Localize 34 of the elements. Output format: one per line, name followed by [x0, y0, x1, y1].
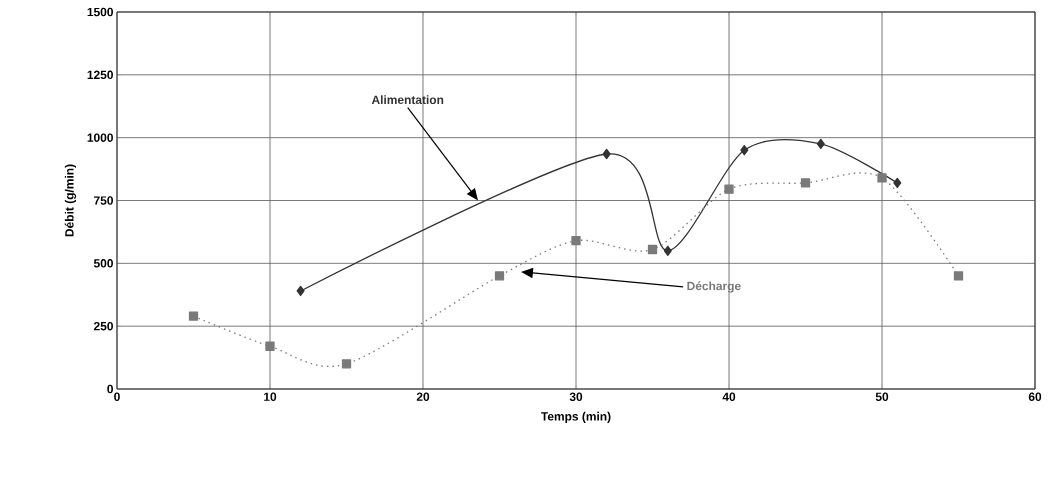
- point: [602, 148, 611, 160]
- y-tick-label: 0: [107, 384, 113, 394]
- point: [663, 245, 672, 256]
- x-tick-label: 30: [569, 392, 583, 402]
- y-tick-label: 250: [93, 321, 113, 331]
- point: [571, 236, 581, 246]
- point: [188, 311, 199, 321]
- y-tick-label: 500: [93, 259, 113, 268]
- text: Alimentation: [371, 95, 444, 105]
- point: [296, 285, 305, 297]
- point: [877, 173, 887, 183]
- y-tick-label: 1000: [87, 133, 113, 142]
- point: [816, 138, 825, 150]
- point: [893, 177, 902, 189]
- point: [953, 271, 964, 281]
- x-tick-label: 10: [264, 392, 277, 401]
- y-tick-label: 1250: [87, 70, 113, 80]
- y-tick-label: 1500: [87, 7, 113, 17]
- point: [647, 244, 658, 255]
- x-axis-title: Temps (min): [541, 411, 611, 423]
- y-axis-title: Débit (g/min): [64, 164, 77, 237]
- point: [724, 184, 734, 194]
- point: [494, 271, 505, 281]
- x-tick-label: 20: [416, 392, 430, 401]
- x-tick-label: 50: [875, 392, 889, 401]
- x-tick-label: 0: [114, 392, 120, 401]
- point: [341, 359, 352, 369]
- point: [740, 145, 749, 156]
- x-tick-label: 60: [1028, 392, 1042, 401]
- point: [265, 341, 275, 351]
- text: Décharge: [687, 281, 741, 293]
- x-tick-label: 40: [722, 392, 736, 401]
- point: [800, 178, 811, 188]
- y-tick-label: 750: [94, 196, 113, 205]
